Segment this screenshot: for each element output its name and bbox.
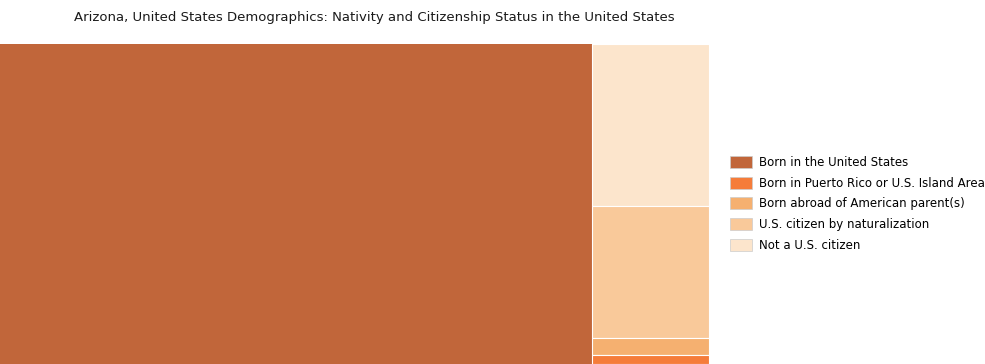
Text: Arizona, United States Demographics: Nativity and Citizenship Status in the Unit: Arizona, United States Demographics: Nat… xyxy=(74,11,675,24)
Bar xyxy=(0,44,592,364)
Bar xyxy=(592,44,709,206)
Bar xyxy=(592,338,709,355)
Legend: Born in the United States, Born in Puerto Rico or U.S. Island Areas, Born abroad: Born in the United States, Born in Puert… xyxy=(730,156,985,252)
Bar xyxy=(592,355,709,364)
Bar xyxy=(592,206,709,338)
